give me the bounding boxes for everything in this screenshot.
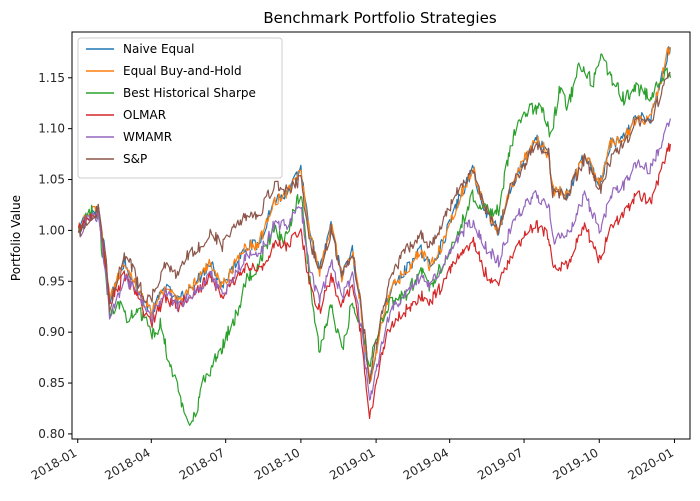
legend-label: Equal Buy-and-Hold [123, 64, 242, 78]
x-tick-label: 2019-10 [550, 445, 600, 482]
x-tick-label: 2019-07 [475, 445, 525, 482]
y-tick-label: 1.00 [38, 223, 65, 237]
y-axis-label: Portfolio Value [9, 195, 23, 281]
plot-frame [71, 31, 691, 440]
legend-label: OLMAR [123, 108, 166, 122]
y-tick-label: 1.10 [38, 122, 65, 136]
x-tick-label: 2019-04 [401, 445, 451, 482]
y-tick-label: 0.95 [38, 274, 65, 288]
chart-title: Benchmark Portfolio Strategies [263, 9, 496, 27]
legend-label: Best Historical Sharpe [123, 86, 256, 100]
legend-label: WMAMR [123, 130, 172, 144]
x-tick-label: 2018-07 [177, 445, 227, 482]
y-tick-label: 1.05 [38, 173, 65, 187]
y-tick-label: 0.80 [38, 427, 65, 441]
x-axis: 2018-01 2018-04 2018-07 2018-10 2019-01 2019-… [29, 439, 676, 483]
x-tick-label: 2018-04 [102, 445, 152, 482]
x-tick-label: 2020-01 [626, 445, 676, 482]
x-tick-label: 2018-01 [29, 445, 79, 482]
y-tick-label: 0.85 [38, 376, 65, 390]
legend-label: Naive Equal [123, 42, 194, 56]
legend-box [77, 37, 283, 179]
series-line-wmamr [77, 118, 671, 401]
x-tick-label: 2019-01 [327, 445, 377, 482]
series-layer [77, 46, 671, 426]
y-tick-label: 0.90 [38, 325, 65, 339]
y-axis: 0.80 0.85 0.90 0.95 1.00 1.05 1.10 1.15 [38, 71, 72, 441]
legend: Naive Equal Equal Buy-and-Hold Best Histor… [77, 37, 283, 179]
y-tick-label: 1.15 [38, 71, 65, 85]
legend-label: S&P [123, 152, 147, 166]
x-tick-label: 2018-10 [252, 445, 302, 482]
series-line-s-p [77, 71, 671, 385]
